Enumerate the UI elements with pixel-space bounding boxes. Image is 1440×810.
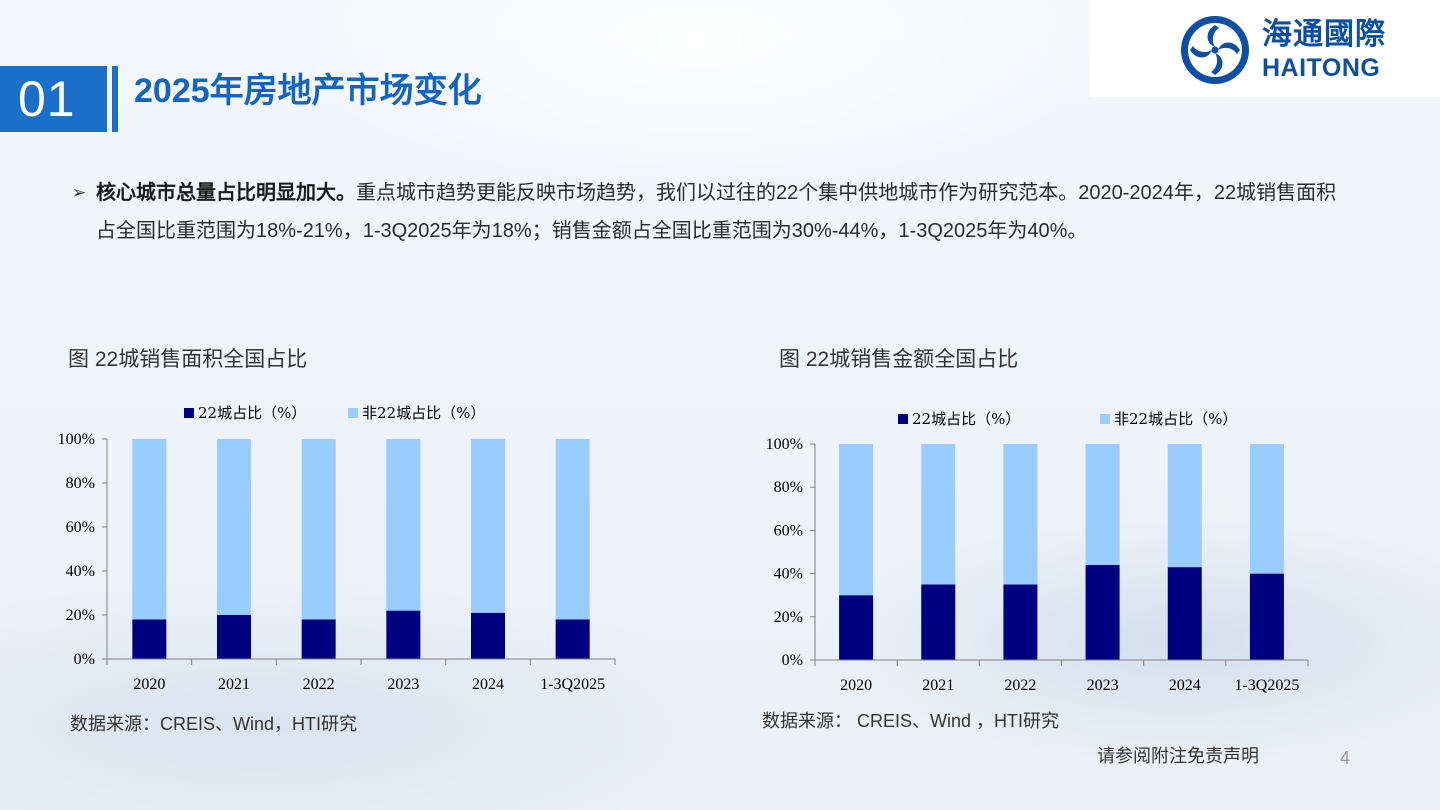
- legend-swatch-1: [348, 408, 358, 418]
- chart-sales-area-share: 22城占比（%） 非22城占比（%） 0% 20% 40% 60% 80% 100% 2020 2…: [30, 398, 640, 703]
- bar-core-22-2022: [1003, 584, 1038, 660]
- logo-chinese-name: 海通國際: [1262, 17, 1386, 52]
- header-divider: [112, 66, 118, 132]
- bar-non-22-2021: [217, 439, 251, 615]
- x-tick-label: 1-3Q2025: [540, 676, 605, 693]
- bar-core-22-2024: [1167, 567, 1202, 660]
- y-tick-label: 80%: [66, 475, 95, 492]
- x-tick-label: 2023: [1087, 677, 1119, 694]
- page-number: 4: [1340, 748, 1351, 768]
- x-tick-label: 2020: [133, 676, 165, 693]
- legend-label-0: 22城占比（%）: [912, 410, 1020, 428]
- y-tick-label: 100%: [58, 431, 95, 448]
- legend-label-1: 非22城占比（%）: [362, 404, 485, 422]
- bar-core-22-2021: [217, 615, 251, 659]
- y-tick-label: 60%: [66, 519, 95, 536]
- bar-non-22-2020: [839, 444, 874, 596]
- data-source-area: 数据来源：CREIS、Wind，HTI研究: [70, 714, 358, 734]
- bar-core-22-2021: [921, 584, 956, 660]
- bar-core-22-2022: [301, 619, 336, 659]
- bar-non-22-2022: [301, 439, 336, 620]
- bar-core-22-2020: [132, 619, 167, 659]
- legend-swatch-1: [1100, 414, 1110, 424]
- section-number: 01: [0, 66, 107, 132]
- chart-sales-amount-share-svg: 22城占比（%） 非22城占比（%） 0% 20% 40% 60% 80% 100% 2020 2…: [766, 410, 1309, 694]
- legend-swatch-0: [898, 414, 908, 424]
- data-source-amount: 数据来源： CREIS、Wind ，HTI研究: [762, 711, 1060, 731]
- bar-non-22-1-3Q2025: [555, 439, 590, 620]
- bar-non-22-2020: [132, 439, 167, 620]
- y-tick-label: 0%: [782, 652, 803, 669]
- legend-label-1: 非22城占比（%）: [1114, 410, 1237, 428]
- chart-sales-amount-share: 22城占比（%） 非22城占比（%） 0% 20% 40% 60% 80% 100% 2020 2…: [740, 403, 1330, 703]
- y-tick-label: 80%: [774, 479, 803, 496]
- haitong-logo-icon: [1181, 16, 1249, 84]
- y-tick-label: 40%: [774, 566, 803, 583]
- legend-label-0: 22城占比（%）: [198, 404, 306, 422]
- x-tick-label: 2022: [1004, 677, 1036, 694]
- bar-non-22-2024: [471, 439, 505, 613]
- bar-core-22-2023: [1085, 564, 1120, 660]
- x-tick-label: 2024: [1169, 677, 1201, 694]
- bullet-body: 重点城市趋势更能反映市场趋势，我们以过往的22个集中供地城市作为研究范本。202…: [96, 182, 1337, 242]
- legend-swatch-0: [184, 408, 194, 418]
- logo-english-name: HAITONG: [1262, 54, 1381, 82]
- x-tick-label: 2021: [922, 677, 954, 694]
- y-tick-label: 100%: [766, 436, 803, 453]
- figure-caption-amount: 图 22城销售金额全国占比: [779, 348, 1019, 371]
- bar-core-22-1-3Q2025: [1249, 573, 1284, 660]
- x-tick-label: 2024: [472, 676, 504, 693]
- chart-sales-area-share-svg: 22城占比（%） 非22城占比（%） 0% 20% 40% 60% 80% 100% 2020 2…: [58, 404, 616, 693]
- bar-non-22-2023: [1085, 444, 1120, 565]
- disclaimer-link[interactable]: 请参阅附注免责声明: [1097, 746, 1259, 766]
- bar-non-22-2024: [1167, 444, 1202, 568]
- figure-caption-area: 图 22城销售面积全国占比: [68, 348, 308, 371]
- page-title: 2025年房地产市场变化: [134, 72, 482, 110]
- y-tick-label: 60%: [774, 522, 803, 539]
- bar-core-22-1-3Q2025: [555, 619, 590, 659]
- x-tick-label: 2022: [303, 676, 335, 693]
- bar-non-22-2021: [921, 444, 956, 585]
- y-tick-label: 0%: [74, 651, 95, 668]
- x-tick-label: 2023: [387, 676, 419, 693]
- bar-non-22-2022: [1003, 444, 1038, 585]
- bar-non-22-1-3Q2025: [1249, 444, 1284, 574]
- logo: 海通國際 HAITONG: [1090, 0, 1440, 97]
- bar-non-22-2023: [386, 439, 421, 611]
- x-tick-label: 1-3Q2025: [1234, 677, 1299, 694]
- bar-core-22-2023: [386, 610, 421, 659]
- y-tick-label: 40%: [66, 563, 95, 580]
- y-tick-label: 20%: [774, 609, 803, 626]
- bar-core-22-2024: [471, 612, 505, 659]
- y-tick-label: 20%: [66, 607, 95, 624]
- bullet-text: 核心城市总量占比明显加大。重点城市趋势更能反映市场趋势，我们以过往的22个集中供…: [96, 174, 1352, 250]
- x-tick-label: 2020: [840, 677, 872, 694]
- bullet-lead: 核心城市总量占比明显加大。: [96, 182, 356, 204]
- bar-core-22-2020: [839, 595, 874, 660]
- x-tick-label: 2021: [218, 676, 250, 693]
- bullet-arrow-icon: ➢: [72, 183, 87, 202]
- key-point-bullet: ➢ 核心城市总量占比明显加大。重点城市趋势更能反映市场趋势，我们以过往的22个集…: [72, 174, 1352, 250]
